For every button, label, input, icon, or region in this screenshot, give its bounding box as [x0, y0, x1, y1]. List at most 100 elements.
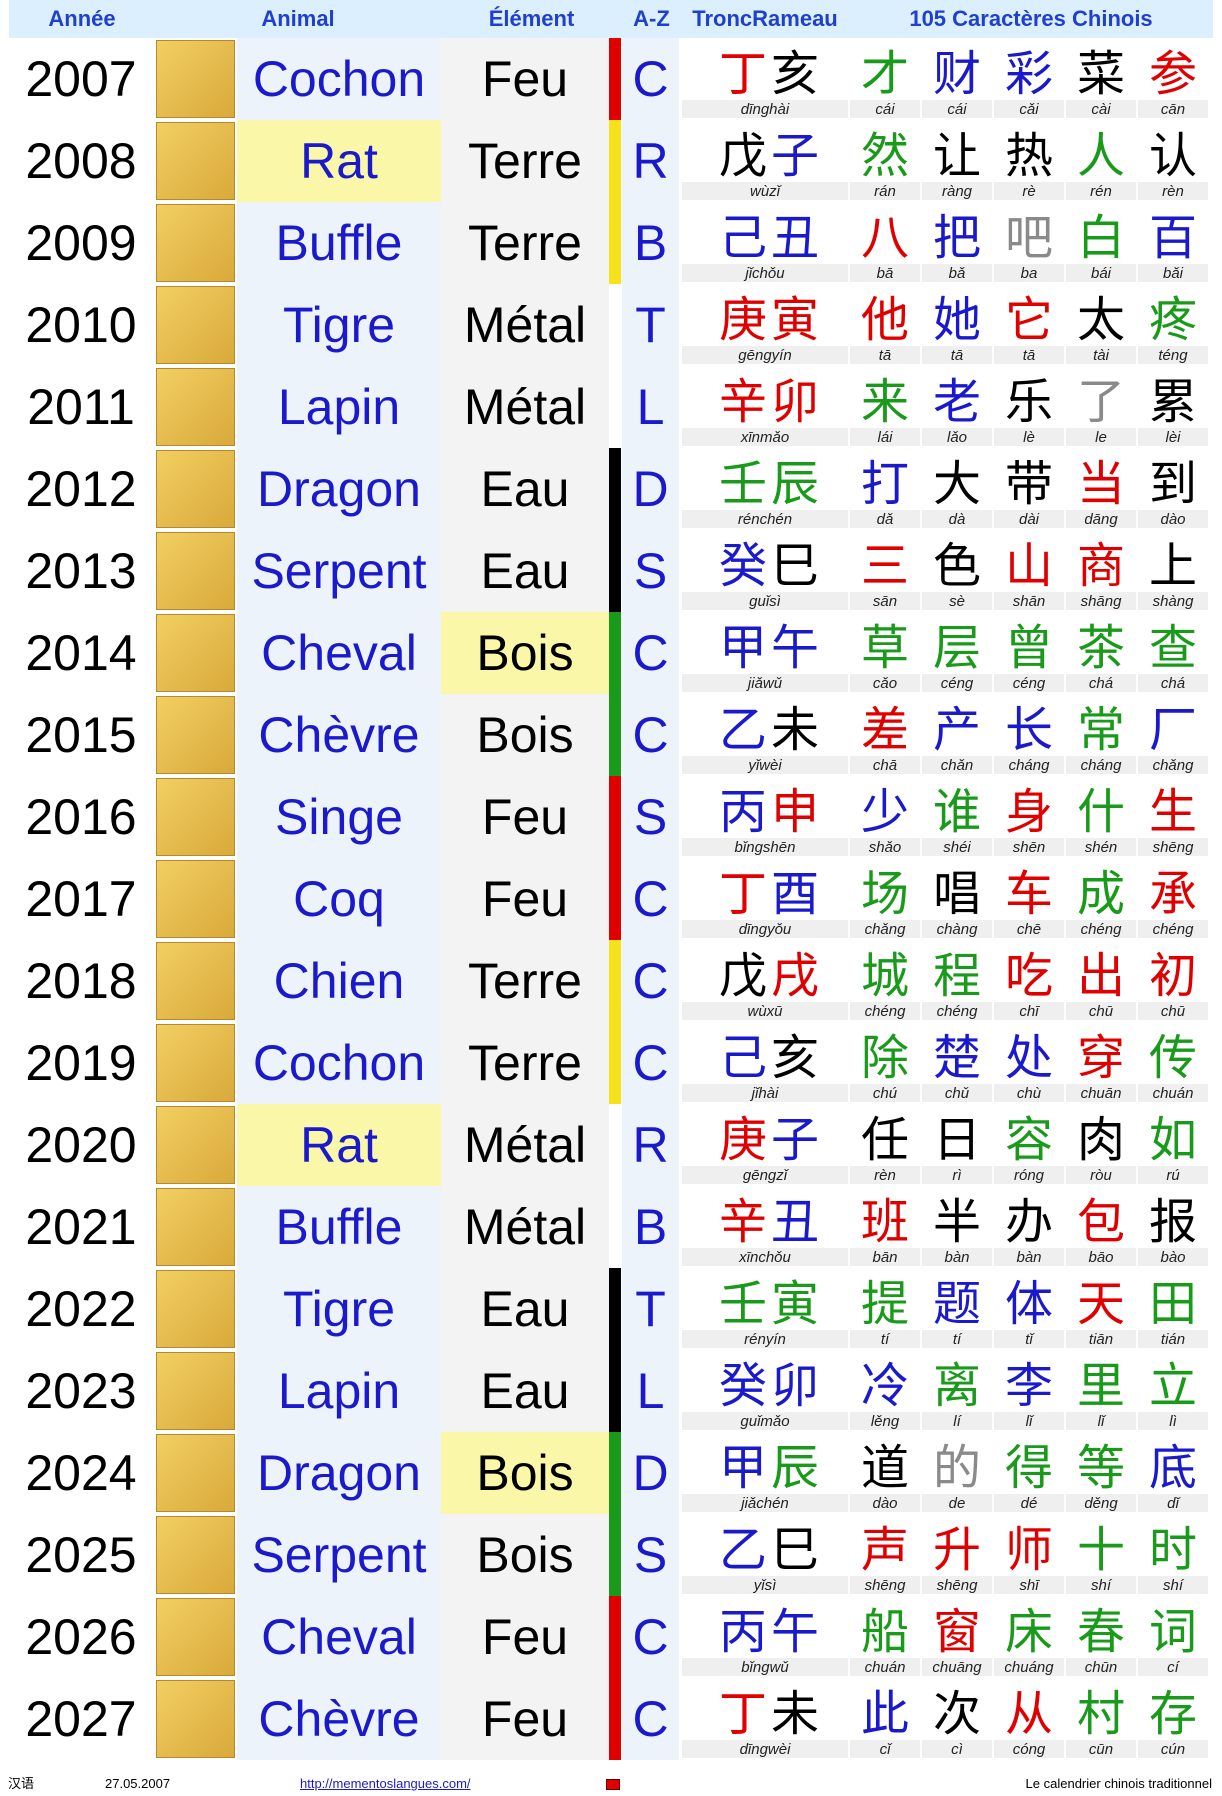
element-bar: [609, 1350, 621, 1432]
chinese-char: 升: [932, 1522, 981, 1578]
letter: L: [622, 1350, 679, 1432]
chinese-char: 唱: [932, 866, 981, 922]
chinese-char: 李: [1004, 1358, 1053, 1414]
chinese-char: 时: [1148, 1522, 1197, 1578]
char-pinyin: lǐ: [1066, 1412, 1136, 1430]
animal: Singe: [237, 776, 441, 858]
year: 2010: [25, 297, 137, 353]
letter: S: [622, 530, 679, 612]
chinese-char: 程: [932, 948, 981, 1004]
char-pinyin: shēng: [850, 1576, 920, 1594]
stem-char: 壬: [718, 1276, 767, 1332]
stem-char: 辛: [718, 1194, 767, 1250]
animal: Chèvre: [237, 694, 441, 776]
element-bar: [609, 940, 621, 1022]
header-letter: A-Z: [622, 0, 681, 38]
char-pinyin: ròu: [1066, 1166, 1136, 1184]
chinese-char: 热: [1004, 128, 1053, 184]
footer-link[interactable]: http://mementoslangues.com/: [300, 1776, 471, 1791]
chinese-char: 十: [1076, 1522, 1125, 1578]
char-pinyin: dé: [994, 1494, 1064, 1512]
year: 2015: [25, 707, 137, 763]
letter: C: [622, 1596, 679, 1678]
element-bar: [609, 1104, 621, 1186]
chinese-char: 任: [860, 1112, 909, 1168]
element: Bois: [441, 694, 609, 776]
animal-picture: [156, 368, 235, 446]
element: Terre: [441, 1022, 609, 1104]
chinese-char: 草: [860, 620, 909, 676]
chinese-char: 场: [860, 866, 909, 922]
char-pinyin: cái: [850, 100, 920, 118]
year: 2009: [25, 215, 137, 271]
animal: Cheval: [237, 1596, 441, 1678]
chinese-char: 窗: [932, 1604, 981, 1660]
char-pinyin: shéi: [922, 838, 992, 856]
chinese-char: 次: [932, 1686, 981, 1742]
chinese-char: 师: [1004, 1522, 1053, 1578]
chinese-char: 立: [1148, 1358, 1197, 1414]
stem-pinyin: xīnmǎo: [682, 428, 848, 446]
stem-char: 癸: [718, 1358, 767, 1414]
chinese-char: 色: [932, 538, 981, 594]
chinese-char: 打: [860, 456, 909, 512]
stem-pinyin: rényín: [682, 1330, 848, 1348]
char-pinyin: tí: [922, 1330, 992, 1348]
chinese-char: 产: [932, 702, 981, 758]
stem-char: 甲: [718, 1440, 767, 1496]
stem-char: 申: [770, 784, 819, 840]
chinese-char: 道: [860, 1440, 909, 1496]
chinese-char: 长: [1004, 702, 1053, 758]
char-pinyin: céng: [922, 674, 992, 692]
chinese-char: 上: [1148, 538, 1197, 594]
animal-picture: [156, 942, 235, 1020]
footer-date: 27.05.2007: [105, 1776, 171, 1791]
animal: Dragon: [237, 1432, 441, 1514]
element: Métal: [441, 284, 609, 366]
char-pinyin: bàn: [994, 1248, 1064, 1266]
chinese-char: 初: [1148, 948, 1197, 1004]
element-bar: [609, 284, 621, 366]
chinese-char: 题: [932, 1276, 981, 1332]
stem-char: 辰: [770, 1440, 819, 1496]
char-pinyin: rán: [850, 182, 920, 200]
animal: Tigre: [237, 284, 441, 366]
chinese-char: 层: [932, 620, 981, 676]
chinese-char: 春: [1076, 1604, 1125, 1660]
char-pinyin: shēn: [994, 838, 1064, 856]
char-pinyin: lěng: [850, 1412, 920, 1430]
char-pinyin: tí: [850, 1330, 920, 1348]
animal: Chèvre: [237, 1678, 441, 1760]
chinese-char: 带: [1004, 456, 1053, 512]
chinese-char: 当: [1076, 456, 1125, 512]
animal-picture: [156, 1434, 235, 1512]
chinese-char: 累: [1148, 374, 1197, 430]
animal-picture: [156, 696, 235, 774]
year: 2013: [25, 543, 137, 599]
chinese-char: 茶: [1076, 620, 1125, 676]
letter: S: [622, 776, 679, 858]
chinese-char: 疼: [1148, 292, 1197, 348]
year: 2014: [25, 625, 137, 681]
year: 2011: [27, 379, 135, 435]
chinese-char: 词: [1148, 1604, 1197, 1660]
animal-picture: [156, 122, 235, 200]
stem-char: 巳: [770, 1522, 819, 1578]
animal-picture: [156, 1516, 235, 1594]
char-pinyin: chǎng: [1138, 756, 1208, 774]
animal: Coq: [237, 858, 441, 940]
chinese-char: 从: [1004, 1686, 1053, 1742]
char-pinyin: rén: [1066, 182, 1136, 200]
char-pinyin: shí: [1066, 1576, 1136, 1594]
chinese-char: 山: [1004, 538, 1053, 594]
stem-pinyin: dīngwèi: [682, 1740, 848, 1758]
letter: R: [622, 120, 679, 202]
stem-pinyin: bǐngshēn: [682, 838, 848, 856]
char-pinyin: dǐ: [1138, 1494, 1208, 1512]
chinese-char: 商: [1076, 538, 1125, 594]
char-pinyin: cūn: [1066, 1740, 1136, 1758]
char-pinyin: chéng: [850, 1002, 920, 1020]
stem-char: 子: [770, 1112, 819, 1168]
element: Terre: [441, 202, 609, 284]
stem-char: 己: [718, 210, 767, 266]
